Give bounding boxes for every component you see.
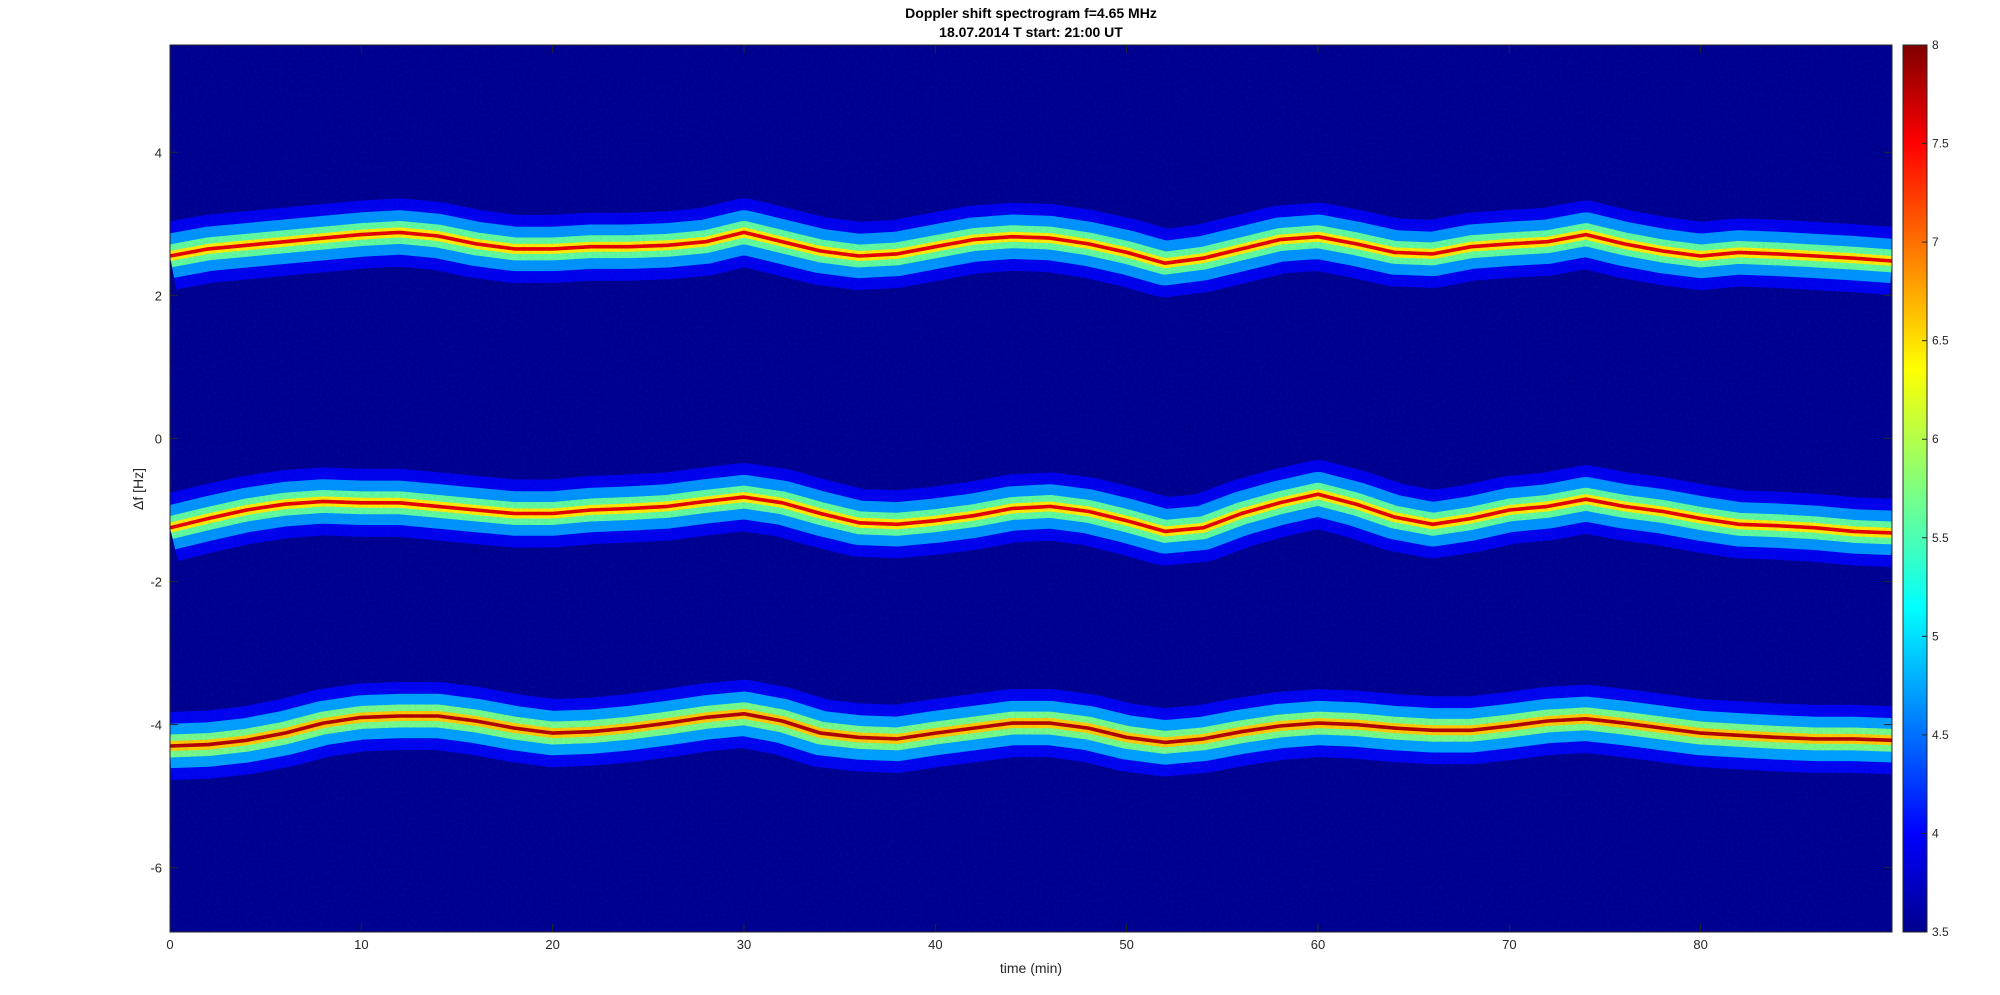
x-tick-label: 60 [1311, 937, 1325, 952]
colorbar-tick-label: 5 [1932, 629, 1939, 643]
x-tick-label: 80 [1693, 937, 1707, 952]
colorbar-tick-label: 5.5 [1932, 531, 1949, 545]
y-tick-label: -6 [150, 861, 162, 876]
colorbar-tick-label: 3.5 [1932, 925, 1949, 939]
chart-title: Doppler shift spectrogram f=4.65 MHz [905, 5, 1157, 21]
colorbar-tick-label: 7.5 [1932, 137, 1949, 151]
x-tick-label: 0 [166, 937, 173, 952]
x-tick-label: 30 [737, 937, 751, 952]
noise-speckle [170, 45, 1892, 932]
x-tick-label: 10 [354, 937, 368, 952]
y-tick-label: 2 [155, 288, 162, 303]
colorbar-ticks: 3.5 4 4.5 5 5.5 6 6.5 7 7.5 8 [1922, 38, 1949, 939]
colorbar-tick-label: 4 [1932, 826, 1939, 840]
chart-subtitle: 18.07.2014 T start: 21:00 UT [939, 24, 1123, 40]
colorbar-tick-label: 8 [1932, 38, 1939, 52]
x-tick-label: 40 [928, 937, 942, 952]
colorbar-tick-label: 6 [1932, 432, 1939, 446]
colorbar-tick-label: 6.5 [1932, 334, 1949, 348]
x-axis-label: time (min) [1000, 960, 1062, 976]
y-tick-label: -2 [150, 574, 162, 589]
x-tick-label: 70 [1502, 937, 1516, 952]
colorbar-tick-label: 7 [1932, 235, 1939, 249]
colorbar-tick-label: 4.5 [1932, 728, 1949, 742]
colorbar [1902, 44, 1928, 933]
y-axis: -6 -4 -2 0 2 4 [150, 145, 1892, 876]
plot-frame [169, 44, 1893, 933]
y-tick-label: 0 [155, 431, 162, 446]
x-axis: 0 10 20 30 40 50 60 70 80 [166, 45, 1708, 952]
y-tick-label: 4 [155, 145, 162, 160]
x-tick-label: 20 [545, 937, 559, 952]
y-axis-label: Δf [Hz] [130, 468, 146, 510]
y-tick-label: -4 [150, 718, 162, 733]
spectral-traces [170, 45, 1892, 932]
x-tick-label: 50 [1119, 937, 1133, 952]
